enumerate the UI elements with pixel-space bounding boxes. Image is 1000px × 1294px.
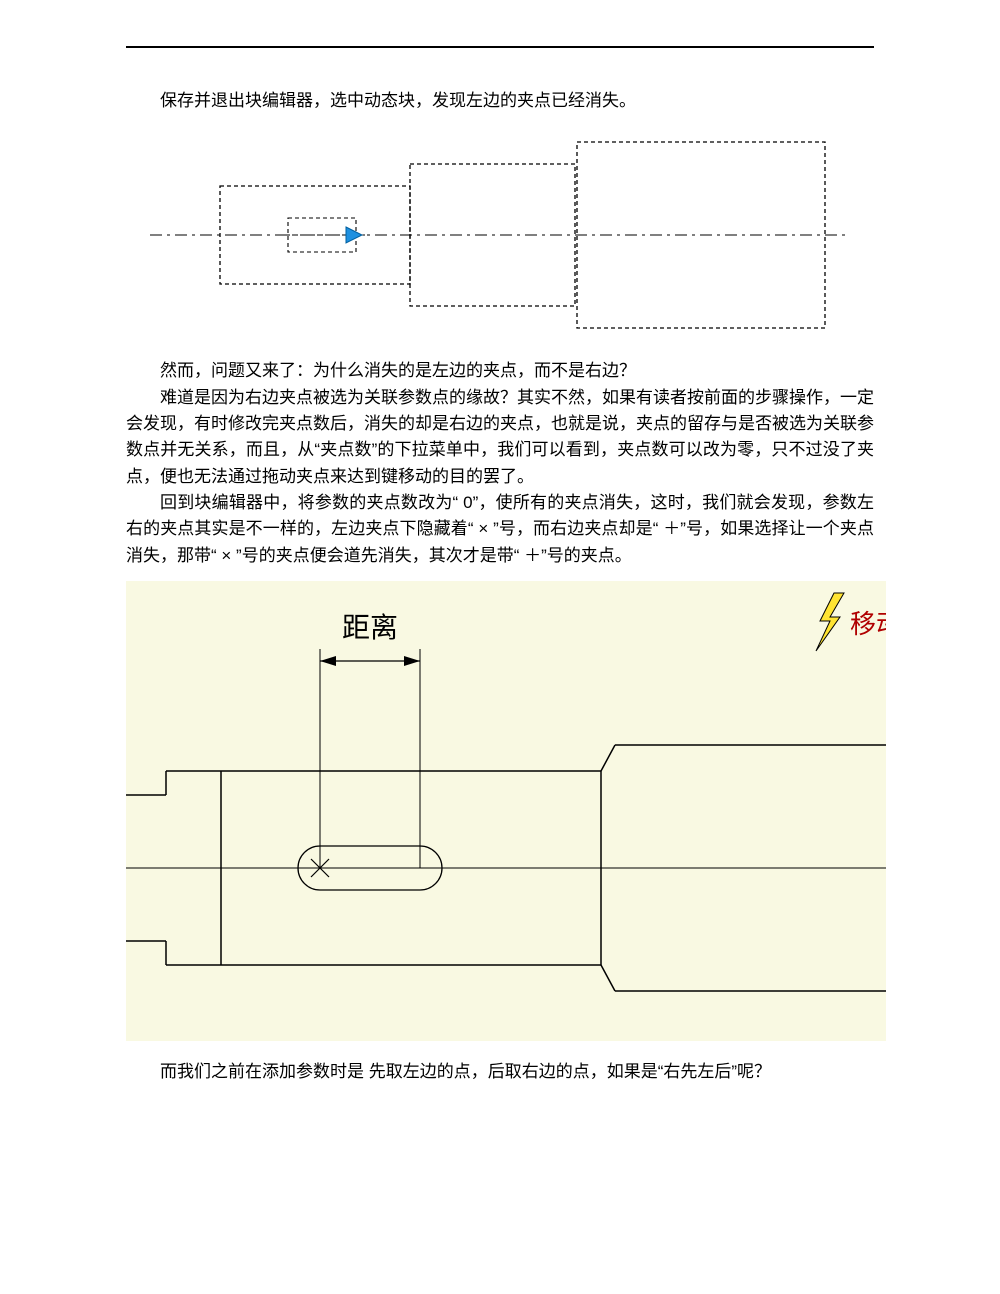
figure-dashed-shaft bbox=[126, 134, 874, 334]
paragraph-5: 而我们之前在添加参数时是 先取左边的点，后取右边的点，如果是“右先左后”呢？ bbox=[126, 1059, 874, 1085]
figure-block-editor: 距离 移动 bbox=[126, 581, 886, 1041]
paragraph-4: 回到块编辑器中，将参数的夹点数改为“ 0”，使所有的夹点消失，这时，我们就会发现… bbox=[126, 490, 874, 569]
top-rule bbox=[126, 46, 874, 48]
block-editor-svg: 距离 移动 bbox=[126, 581, 886, 1041]
paragraph-1: 保存并退出块编辑器，选中动态块，发现左边的夹点已经消失。 bbox=[160, 88, 874, 114]
document-page: 保存并退出块编辑器，选中动态块，发现左边的夹点已经消失。 然而，问题又来了：为什… bbox=[0, 0, 1000, 1125]
svg-text:移动: 移动 bbox=[850, 610, 886, 639]
paragraph-2: 然而，问题又来了：为什么消失的是左边的夹点，而不是右边？ bbox=[126, 358, 874, 384]
svg-text:距离: 距离 bbox=[342, 612, 398, 644]
dashed-shaft-svg bbox=[150, 134, 850, 334]
paragraph-3: 难道是因为右边夹点被选为关联参数点的缘故？其实不然，如果有读者按前面的步骤操作，… bbox=[126, 385, 874, 490]
